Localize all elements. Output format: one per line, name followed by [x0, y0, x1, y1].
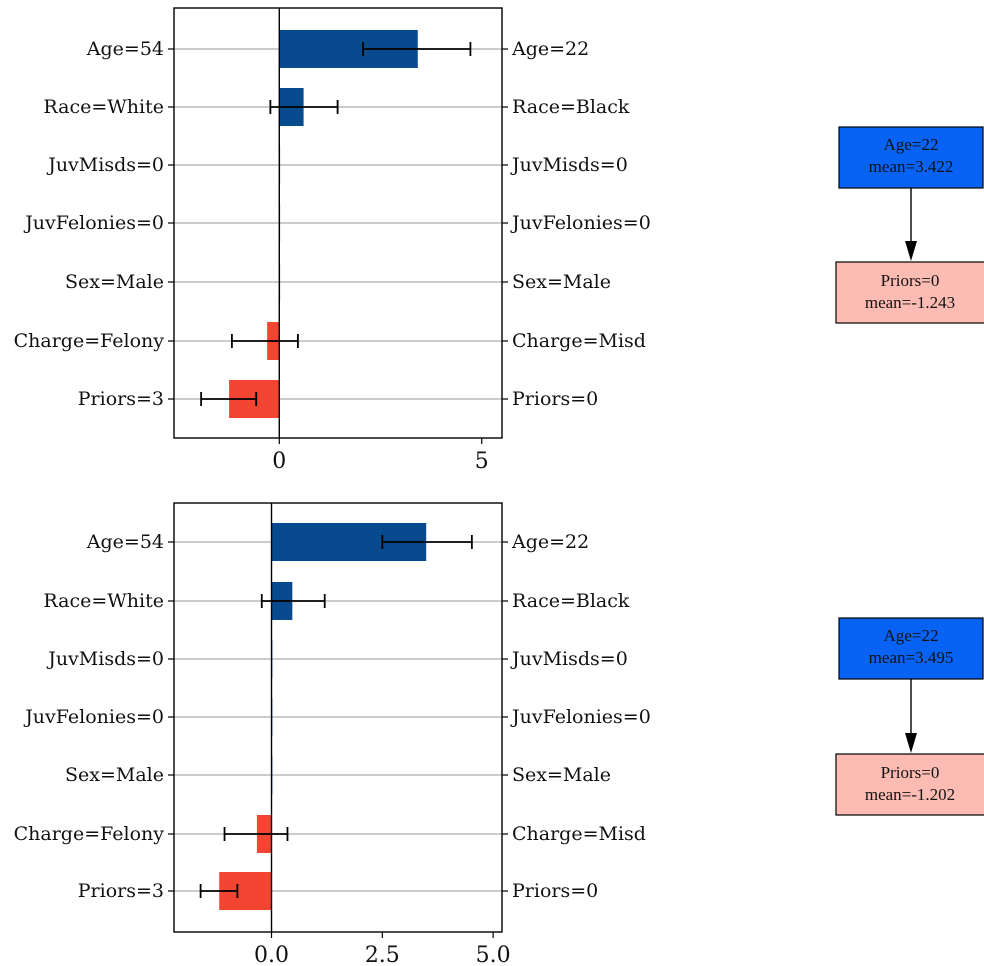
- tree-node-label: Priors=0: [881, 763, 940, 782]
- x-tick-label: 0: [272, 449, 286, 474]
- tree-top: Age=22 mean=3.422 Priors=0 mean=-1.243: [835, 126, 984, 324]
- tree-node-box: [838, 617, 984, 680]
- tick-label-left: Race=White: [43, 590, 164, 612]
- tick-label-right: JuvFelonies=0: [510, 212, 651, 234]
- tick-label-right: Charge=Misd: [512, 330, 646, 352]
- tick-label-right: JuvMisds=0: [510, 648, 628, 670]
- tree-node-box: [838, 126, 984, 189]
- tick-label-right: JuvMisds=0: [510, 154, 628, 176]
- tick-label-right: Sex=Male: [512, 271, 611, 293]
- tree-node-mean: mean=3.422: [869, 157, 954, 176]
- tick-label-left: Sex=Male: [65, 764, 164, 786]
- x-tick-label: 5: [475, 449, 489, 474]
- tick-label-left: Sex=Male: [65, 271, 164, 293]
- tick-label-right: Sex=Male: [512, 764, 611, 786]
- tick-label-left: JuvFelonies=0: [23, 212, 164, 234]
- tree-node-mean: mean=-1.202: [865, 785, 955, 804]
- tick-label-left: JuvFelonies=0: [23, 706, 164, 728]
- tree-arrowhead: [905, 241, 917, 261]
- tree-node-box: [835, 261, 984, 324]
- x-tick-label: 0.0: [254, 943, 289, 966]
- x-tick-label: 5.0: [476, 943, 511, 966]
- tick-label-right: Priors=0: [512, 388, 598, 410]
- tick-label-left: Age=54: [86, 531, 164, 553]
- chart-top: Age=54 Age=22 Race=White Race=Black JuvMisds…: [14, 7, 651, 474]
- tick-label-right: Race=Black: [512, 590, 630, 612]
- tick-label-left: Age=54: [86, 38, 164, 60]
- chart-bottom: Age=54 Age=22 Race=White Race=Black JuvMisds…: [14, 502, 651, 966]
- tick-label-left: JuvMisds=0: [46, 154, 164, 176]
- tree-node-mean: mean=-1.243: [865, 293, 955, 312]
- tick-label-left: Charge=Felony: [14, 330, 165, 352]
- tick-label-right: Age=22: [511, 38, 589, 60]
- tick-label-left: JuvMisds=0: [46, 648, 164, 670]
- tree-bottom: Age=22 mean=3.495 Priors=0 mean=-1.202: [835, 617, 984, 816]
- tick-label-left: Race=White: [43, 96, 164, 118]
- tree-node-box: [835, 753, 984, 816]
- tree-node-label: Age=22: [884, 135, 939, 154]
- tick-label-right: Age=22: [511, 531, 589, 553]
- tree-arrowhead: [905, 733, 917, 753]
- x-tick-label: 2.5: [365, 943, 400, 966]
- tick-label-left: Priors=3: [78, 388, 164, 410]
- tree-node-label: Priors=0: [881, 271, 940, 290]
- tick-label-right: Priors=0: [512, 880, 598, 902]
- tree-node-label: Age=22: [884, 626, 939, 645]
- tick-label-left: Priors=3: [78, 880, 164, 902]
- tree-node-mean: mean=3.495: [869, 648, 954, 667]
- tick-label-right: Charge=Misd: [512, 823, 646, 845]
- tick-label-right: JuvFelonies=0: [510, 706, 651, 728]
- tick-label-right: Race=Black: [512, 96, 630, 118]
- tick-label-left: Charge=Felony: [14, 823, 165, 845]
